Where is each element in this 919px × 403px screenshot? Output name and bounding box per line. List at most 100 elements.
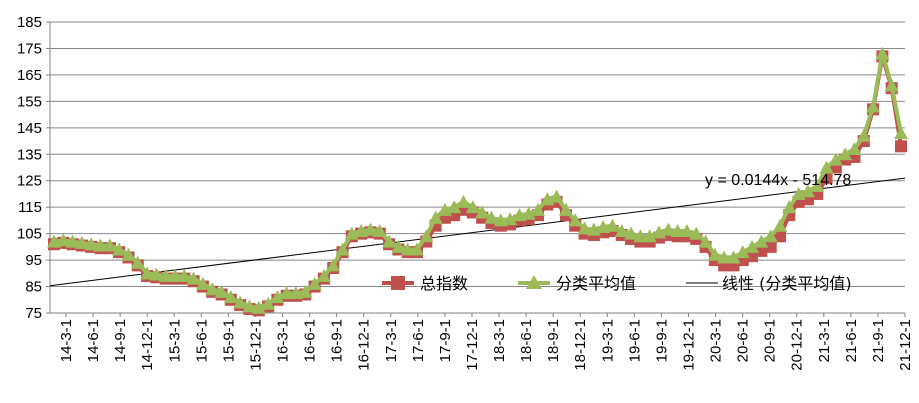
data-point-category-average: [633, 229, 648, 243]
data-point-category-average: [754, 234, 769, 248]
trendline: [49, 177, 906, 287]
data-point-category-average: [661, 222, 676, 236]
x-tick-label: 16-6-1: [302, 319, 319, 362]
y-axis: 75 85 95 105 115 125 135 145 155 165 175 185: [17, 14, 51, 322]
data-point-category-average: [531, 202, 545, 216]
x-tick-label: 21-3-1: [816, 319, 833, 362]
y-tick-label: 185: [17, 14, 42, 31]
data-point-category-average: [372, 223, 387, 237]
data-point-category-average: [465, 200, 480, 214]
legend-label-total-index: 总指数: [420, 274, 468, 293]
data-point-category-average: [875, 46, 890, 60]
legend-marker-category-average: [526, 275, 542, 289]
data-point-category-average: [828, 152, 843, 166]
legend-label-linear-trend: 线性 (分类平均值): [722, 274, 852, 293]
x-tick-label: 19-9-1: [653, 319, 670, 362]
data-point-category-average: [149, 267, 164, 281]
x-tick-label: 19-3-1: [599, 319, 616, 362]
x-axis: 14-3-1 14-6-1 14-9-1 14-12-1 15-3-1 15-6-1 15-…: [50, 312, 914, 371]
x-tick-label: 14-6-1: [85, 319, 102, 362]
data-point-total-index: [764, 240, 777, 253]
y-tick-label: 95: [25, 252, 42, 269]
data-point-category-average: [233, 295, 248, 309]
data-point-category-average: [102, 238, 117, 252]
data-point-category-average: [130, 255, 145, 269]
data-point-category-average: [335, 242, 350, 256]
data-point-category-average: [214, 284, 229, 298]
data-point-category-average: [475, 205, 490, 219]
y-tick-label: 155: [17, 93, 42, 110]
data-point-category-average: [65, 234, 80, 248]
gridlines: [50, 21, 905, 288]
data-point-category-average: [503, 212, 518, 226]
data-point-category-average: [93, 238, 108, 252]
x-tick-label: 21-9-1: [870, 319, 887, 362]
data-point-category-average: [698, 234, 713, 248]
data-point-category-average: [158, 268, 173, 282]
x-tick-label: 20-9-1: [762, 319, 779, 362]
data-point-category-average: [270, 290, 285, 304]
series-layer: [47, 46, 908, 317]
data-point-total-index: [895, 140, 907, 153]
x-tick-label: 17-9-1: [437, 319, 454, 362]
data-point-category-average: [819, 160, 834, 174]
y-tick-label: 135: [17, 146, 42, 163]
legend: 总指数 分类平均值 线性 (分类平均值): [382, 274, 852, 293]
x-tick-label: 18-9-1: [545, 319, 562, 362]
data-point-category-average: [363, 222, 378, 236]
data-point-category-average: [261, 296, 276, 310]
data-point-category-average: [717, 250, 732, 264]
y-tick-label: 85: [25, 279, 42, 296]
data-point-category-average: [121, 247, 136, 261]
data-point-category-average: [205, 282, 220, 296]
data-point-total-index: [755, 244, 768, 257]
data-point-category-average: [838, 147, 853, 161]
data-point-category-average: [84, 237, 99, 251]
data-point-category-average: [884, 78, 899, 92]
data-point-category-average: [307, 276, 322, 290]
data-point-category-average: [670, 223, 685, 237]
data-point-category-average: [419, 229, 434, 243]
legend-marker-total-index: [391, 276, 405, 290]
data-point-category-average: [745, 239, 760, 253]
data-point-category-average: [428, 210, 443, 224]
x-tick-label: 15-3-1: [166, 319, 183, 362]
x-tick-label: 20-12-1: [789, 319, 806, 371]
legend-label-category-average: 分类平均值: [556, 274, 636, 293]
x-tick-label: 17-3-1: [383, 319, 400, 362]
x-tick-label: 16-9-1: [329, 319, 346, 362]
data-point-category-average: [735, 245, 750, 259]
data-point-category-average: [558, 202, 573, 216]
x-tick-label: 14-12-1: [139, 319, 156, 371]
data-point-category-average: [177, 268, 192, 282]
x-tick-label: 20-3-1: [708, 319, 725, 362]
x-tick-label: 19-6-1: [626, 319, 643, 362]
x-tick-label: 17-12-1: [464, 319, 481, 371]
data-point-category-average: [642, 229, 657, 243]
data-point-category-average: [195, 276, 210, 290]
x-tick-label: 18-6-1: [518, 319, 535, 362]
data-point-category-average: [223, 290, 238, 304]
x-tick-label: 21-6-1: [843, 319, 860, 362]
data-point-category-average: [251, 300, 266, 314]
data-point-category-average: [112, 242, 127, 256]
data-point-category-average: [568, 213, 583, 227]
data-point-category-average: [810, 179, 825, 193]
x-tick-label: 14-3-1: [58, 319, 75, 362]
data-point-total-index: [774, 230, 786, 243]
x-tick-label: 18-12-1: [572, 319, 589, 371]
series-category-average: [47, 46, 908, 314]
data-point-category-average: [400, 242, 415, 256]
x-tick-label: 15-12-1: [247, 319, 264, 371]
data-point-category-average: [763, 229, 778, 243]
x-tick-label: 20-6-1: [735, 319, 752, 362]
data-point-category-average: [726, 250, 741, 264]
data-point-category-average: [521, 206, 536, 220]
y-tick-label: 75: [25, 305, 42, 322]
data-point-category-average: [316, 268, 331, 282]
x-tick-label: 21-12-1: [897, 319, 914, 371]
data-point-category-average: [484, 210, 499, 224]
data-point-category-average: [279, 286, 294, 300]
data-point-category-average: [186, 271, 201, 285]
